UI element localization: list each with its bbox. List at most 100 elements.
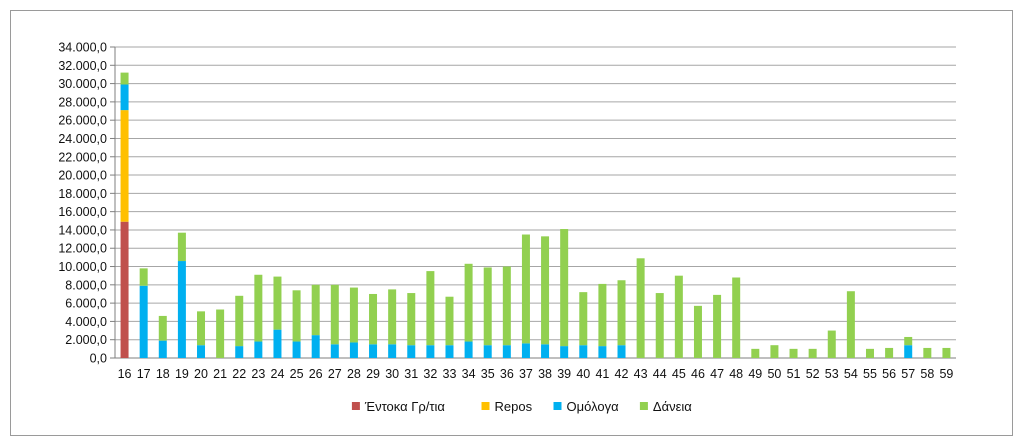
bars: [120, 72, 951, 358]
bar-segment: [216, 309, 225, 358]
bar-segment: [388, 344, 397, 358]
x-tick-label: 52: [806, 367, 820, 381]
bar-segment: [311, 335, 320, 358]
x-tick-label: 56: [882, 367, 896, 381]
bar-segment: [713, 294, 722, 358]
bar-segment: [521, 234, 530, 344]
bar-segment: [273, 329, 282, 358]
bar-segment: [827, 330, 836, 358]
x-axis-ticks: 16 17 18 19 20 21 22 23 24 25 26 27 28 29 30 31 32 33 34 35…: [118, 367, 954, 381]
bar-segment: [330, 284, 339, 345]
x-tick-label: 44: [653, 367, 667, 381]
bar-segment: [349, 287, 358, 343]
y-tick-label: 10.000,0: [58, 260, 107, 274]
bar-segment: [693, 305, 702, 358]
x-tick-label: 46: [691, 367, 705, 381]
x-tick-label: 26: [309, 367, 323, 381]
bar-segment: [751, 348, 760, 358]
y-tick-label: 8.000,0: [65, 278, 107, 292]
x-tick-label: 34: [462, 367, 476, 381]
grid-lines: [114, 46, 956, 359]
stacked-bar-chart: 0,0 2.000,0 4.000,0 6.000,0 8.000,0 10.000,0 1…: [58, 41, 956, 414]
bar-segment: [235, 295, 244, 347]
bar-segment: [808, 348, 817, 358]
x-tick-label: 39: [557, 367, 571, 381]
x-tick-label: 31: [404, 367, 418, 381]
x-tick-label: 38: [538, 367, 552, 381]
bar-segment: [464, 263, 473, 342]
x-tick-label: 29: [366, 367, 380, 381]
x-tick-label: 19: [175, 367, 189, 381]
x-tick-label: 48: [729, 367, 743, 381]
y-tick-label: 32.000,0: [58, 59, 107, 73]
y-tick-label: 24.000,0: [58, 132, 107, 146]
bar-segment: [885, 347, 894, 358]
bar-segment: [846, 291, 855, 358]
x-tick-label: 47: [710, 367, 724, 381]
bar-segment: [292, 290, 301, 342]
y-tick-label: 16.000,0: [58, 205, 107, 219]
y-tick-label: 4.000,0: [65, 315, 107, 329]
bar-segment: [502, 266, 511, 346]
x-tick-label: 40: [576, 367, 590, 381]
x-tick-label: 16: [118, 367, 132, 381]
x-tick-label: 41: [595, 367, 609, 381]
x-tick-label: 23: [251, 367, 265, 381]
legend-label: Έντοκα Γρ/τια: [364, 399, 446, 414]
x-tick-label: 24: [271, 367, 285, 381]
y-tick-label: 18.000,0: [58, 187, 107, 201]
bar-segment: [120, 72, 129, 85]
legend-swatch: [639, 402, 648, 410]
x-tick-label: 49: [748, 367, 762, 381]
x-tick-label: 59: [939, 367, 953, 381]
bar-segment: [120, 110, 129, 222]
bar-segment: [904, 345, 913, 358]
x-tick-label: 43: [634, 367, 648, 381]
bar-segment: [598, 346, 607, 358]
bar-segment: [541, 236, 550, 345]
bar-segment: [369, 344, 378, 358]
bar-segment: [923, 347, 932, 358]
bar-segment: [770, 345, 779, 358]
legend: Έντοκα Γρ/τια Repos Ομόλογα Δάνεια: [351, 399, 692, 414]
bar-segment: [273, 276, 282, 330]
x-tick-label: 27: [328, 367, 342, 381]
x-tick-label: 22: [232, 367, 246, 381]
bar-segment: [521, 343, 530, 358]
y-axis-ticks: 0,0 2.000,0 4.000,0 6.000,0 8.000,0 10.000,0 1…: [58, 41, 115, 366]
bar-segment: [674, 275, 683, 358]
x-tick-label: 20: [194, 367, 208, 381]
bar-segment: [139, 285, 148, 358]
y-tick-label: 30.000,0: [58, 77, 107, 91]
bar-segment: [655, 293, 664, 358]
bar-segment: [311, 284, 320, 336]
y-tick-label: 12.000,0: [58, 242, 107, 256]
x-tick-label: 58: [920, 367, 934, 381]
x-tick-label: 18: [156, 367, 170, 381]
bar-segment: [789, 348, 798, 358]
bar-segment: [407, 293, 416, 346]
bar-segment: [560, 229, 569, 347]
x-tick-label: 17: [137, 367, 151, 381]
bar-segment: [579, 292, 588, 346]
bar-segment: [426, 271, 435, 346]
y-tick-label: 20.000,0: [58, 169, 107, 183]
chart-frame: 0,0 2.000,0 4.000,0 6.000,0 8.000,0 10.000,0 1…: [10, 10, 1013, 436]
legend-label: Δάνεια: [653, 399, 692, 414]
y-tick-label: 2.000,0: [65, 333, 107, 347]
bar-segment: [598, 283, 607, 347]
x-tick-label: 51: [787, 367, 801, 381]
x-tick-label: 42: [615, 367, 629, 381]
bar-segment: [369, 293, 378, 345]
legend-label: Ομόλογα: [567, 399, 620, 414]
bar-segment: [349, 342, 358, 358]
bar-segment: [426, 345, 435, 358]
bar-segment: [942, 347, 951, 358]
x-tick-label: 33: [443, 367, 457, 381]
bar-segment: [636, 258, 645, 358]
bar-segment: [445, 345, 454, 358]
legend-swatch: [553, 402, 562, 410]
bar-segment: [483, 267, 492, 346]
bar-segment: [139, 268, 148, 286]
x-tick-label: 21: [213, 367, 227, 381]
